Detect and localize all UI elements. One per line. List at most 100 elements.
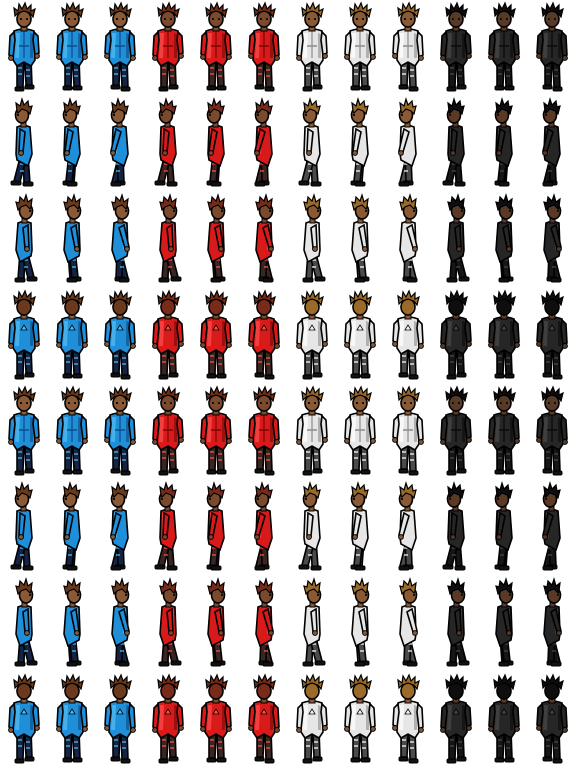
character-sprite [8, 385, 40, 476]
sprite-black-walk-right-frame-3 [528, 576, 576, 672]
character-sprite [302, 576, 326, 667]
character-sprite [302, 192, 326, 283]
character-sprite [446, 192, 470, 283]
character-sprite [8, 673, 40, 764]
character-sprite [206, 96, 225, 187]
character-sprite [344, 385, 376, 475]
sprite-red-back-frame-1 [144, 288, 192, 384]
sprite-red-walk-left-frame-3 [240, 96, 288, 192]
sprite-blue-walk-left-frame-2 [48, 96, 96, 192]
character-sprite [200, 289, 232, 379]
sprite-blue-walk-left-frame-1 [0, 480, 48, 576]
character-sprite [206, 480, 225, 571]
sprite-black-back-frame-1 [432, 672, 480, 768]
sprite-red-walk-right-frame-1 [144, 576, 192, 672]
sprite-red-front-frame-3 [240, 384, 288, 480]
character-sprite [111, 576, 130, 667]
sprite-blue-walk-left-frame-1 [0, 96, 48, 192]
character-sprite [56, 385, 88, 475]
sprite-red-walk-left-frame-2 [192, 96, 240, 192]
sprite-black-walk-left-frame-2 [480, 96, 528, 192]
sprite-blue-back-frame-2 [48, 672, 96, 768]
sprite-red-walk-right-frame-3 [240, 576, 288, 672]
character-sprite [494, 96, 513, 187]
character-sprite [536, 1, 568, 92]
sprite-black-walk-right-frame-2 [480, 576, 528, 672]
sprite-red-front-frame-1 [144, 0, 192, 96]
character-sprite [63, 192, 82, 283]
character-sprite [344, 1, 376, 91]
character-sprite [440, 1, 472, 92]
sprite-black-back-frame-3 [528, 672, 576, 768]
sprite-red-front-frame-2 [192, 384, 240, 480]
sprite-red-walk-left-frame-3 [240, 480, 288, 576]
sprite-blue-front-frame-1 [0, 384, 48, 480]
sprite-black-walk-left-frame-3 [528, 96, 576, 192]
character-sprite [158, 192, 182, 283]
sprite-red-back-frame-2 [192, 288, 240, 384]
sprite-white-front-frame-2 [336, 0, 384, 96]
sprite-black-front-frame-3 [528, 0, 576, 96]
sprite-red-front-frame-3 [240, 0, 288, 96]
character-sprite [296, 1, 328, 92]
character-sprite [392, 289, 424, 380]
character-sprite [344, 289, 376, 379]
character-sprite [446, 576, 470, 667]
character-sprite [255, 192, 274, 283]
sprite-blue-back-frame-3 [96, 672, 144, 768]
character-sprite [14, 192, 38, 283]
sprite-white-walk-right-frame-3 [384, 576, 432, 672]
character-sprite [350, 96, 369, 187]
sprite-white-walk-left-frame-3 [384, 96, 432, 192]
sprite-black-front-frame-1 [432, 0, 480, 96]
sprite-red-walk-right-frame-1 [144, 192, 192, 288]
sprite-white-front-frame-3 [384, 0, 432, 96]
sprite-red-front-frame-1 [144, 384, 192, 480]
sprite-blue-walk-right-frame-1 [0, 192, 48, 288]
character-sprite [399, 576, 418, 667]
sprite-blue-back-frame-1 [0, 672, 48, 768]
character-sprite [542, 96, 561, 187]
sprite-black-back-frame-1 [432, 288, 480, 384]
character-sprite [344, 673, 376, 763]
sprite-white-back-frame-2 [336, 288, 384, 384]
sprite-white-walk-right-frame-1 [288, 576, 336, 672]
character-sprite [63, 576, 82, 667]
sprite-red-walk-left-frame-1 [144, 96, 192, 192]
sprite-white-front-frame-3 [384, 384, 432, 480]
sprite-black-front-frame-2 [480, 0, 528, 96]
sprite-blue-front-frame-3 [96, 0, 144, 96]
character-sprite [158, 576, 182, 667]
character-sprite [10, 96, 34, 187]
character-sprite [495, 576, 514, 667]
character-sprite [298, 480, 322, 571]
character-sprite [104, 289, 136, 380]
sprite-red-walk-right-frame-3 [240, 192, 288, 288]
sprite-red-back-frame-1 [144, 672, 192, 768]
character-sprite [488, 289, 520, 379]
character-sprite [543, 192, 562, 283]
character-sprite [248, 385, 280, 476]
character-sprite [296, 385, 328, 476]
sprite-white-front-frame-1 [288, 384, 336, 480]
character-sprite [440, 673, 472, 764]
character-sprite [110, 96, 129, 187]
sprite-black-walk-left-frame-1 [432, 480, 480, 576]
character-sprite [56, 673, 88, 763]
sprite-blue-walk-left-frame-2 [48, 480, 96, 576]
sprite-black-front-frame-1 [432, 384, 480, 480]
sprite-white-back-frame-3 [384, 288, 432, 384]
character-sprite [536, 289, 568, 380]
sprite-black-walk-left-frame-3 [528, 480, 576, 576]
character-sprite [8, 1, 40, 92]
character-sprite [536, 385, 568, 476]
sprite-black-back-frame-2 [480, 672, 528, 768]
character-sprite [536, 673, 568, 764]
sprite-black-back-frame-3 [528, 288, 576, 384]
character-sprite [248, 673, 280, 764]
sprite-black-walk-left-frame-2 [480, 480, 528, 576]
sprite-black-walk-right-frame-2 [480, 192, 528, 288]
character-sprite [104, 385, 136, 476]
sprite-white-walk-right-frame-1 [288, 192, 336, 288]
character-sprite [442, 96, 466, 187]
